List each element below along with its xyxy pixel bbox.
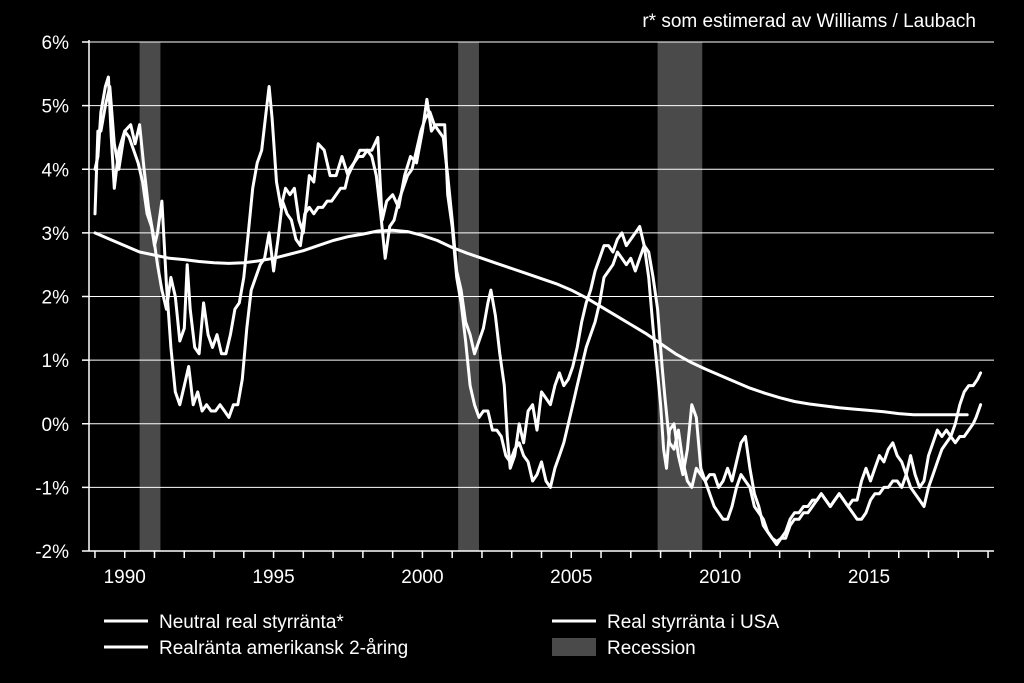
series-line-neutral-real-styrr-nta [93, 228, 969, 417]
y-tick-labels: 6% 5% 4% 3% 2% 1% 0% -1% -2% [35, 33, 69, 563]
x-tick-label: 2005 [550, 567, 592, 588]
y-tick-label: -2% [35, 542, 69, 563]
x-tick-labels: 1990 1995 2000 2005 2010 2015 [104, 567, 891, 588]
legend-label: Recession [607, 638, 696, 659]
legend-label: Real styrränta i USA [607, 612, 779, 633]
y-tick-label: -1% [35, 478, 69, 499]
x-tick-label: 2000 [401, 567, 443, 588]
axes [82, 40, 994, 558]
y-tick-label: 3% [42, 224, 70, 245]
y-tick-label: 4% [42, 160, 70, 181]
x-tick-label: 1995 [252, 567, 294, 588]
legend-label: Realränta amerikansk 2-åring [159, 638, 408, 659]
y-tick-label: 5% [42, 97, 70, 118]
y-tick-label: 0% [42, 415, 70, 436]
y-tick-label: 6% [42, 33, 70, 54]
x-tick-label: 1990 [104, 567, 146, 588]
legend-swatch-recession [552, 638, 596, 656]
y-tick-label: 2% [42, 288, 70, 309]
chart-subtitle: r* som estimerad av Williams / Laubach [642, 11, 976, 32]
series-line-realr-nta-amerikansk-2-ring [93, 75, 983, 543]
series-lines [93, 75, 983, 547]
x-tick-label: 2010 [699, 567, 741, 588]
y-tick-label: 1% [42, 351, 70, 372]
legend-label: Neutral real styrränta* [159, 612, 344, 633]
x-tick-label: 2015 [848, 567, 890, 588]
legend: Neutral real styrränta* Realränta amerika… [104, 612, 779, 659]
